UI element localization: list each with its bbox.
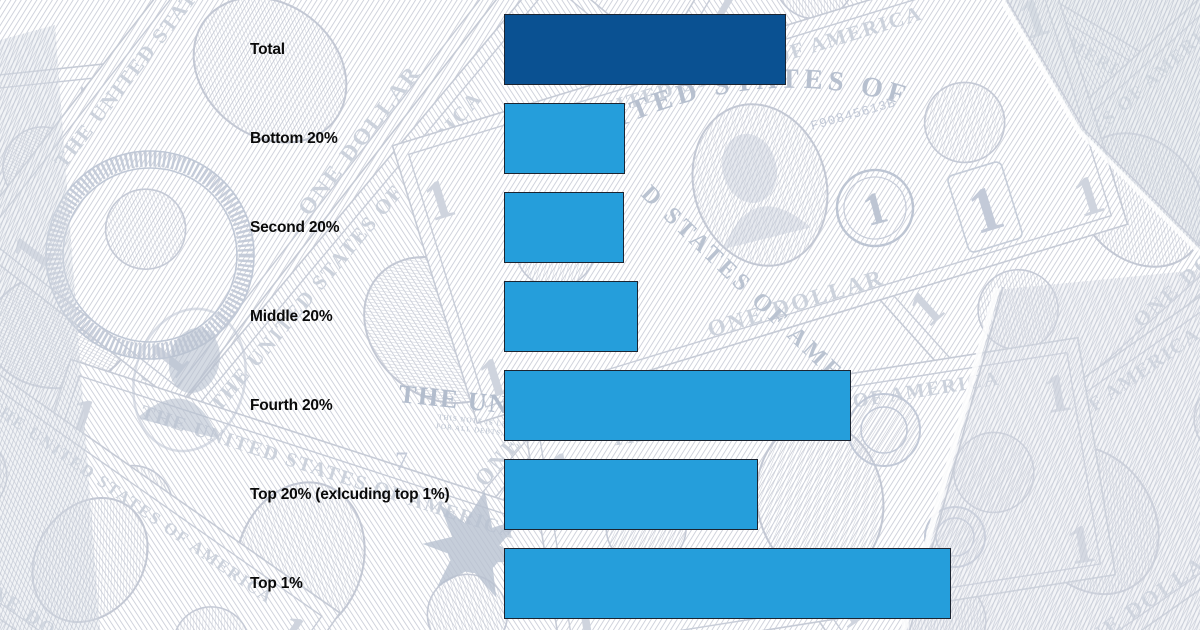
svg-text:7: 7 [395, 447, 408, 476]
